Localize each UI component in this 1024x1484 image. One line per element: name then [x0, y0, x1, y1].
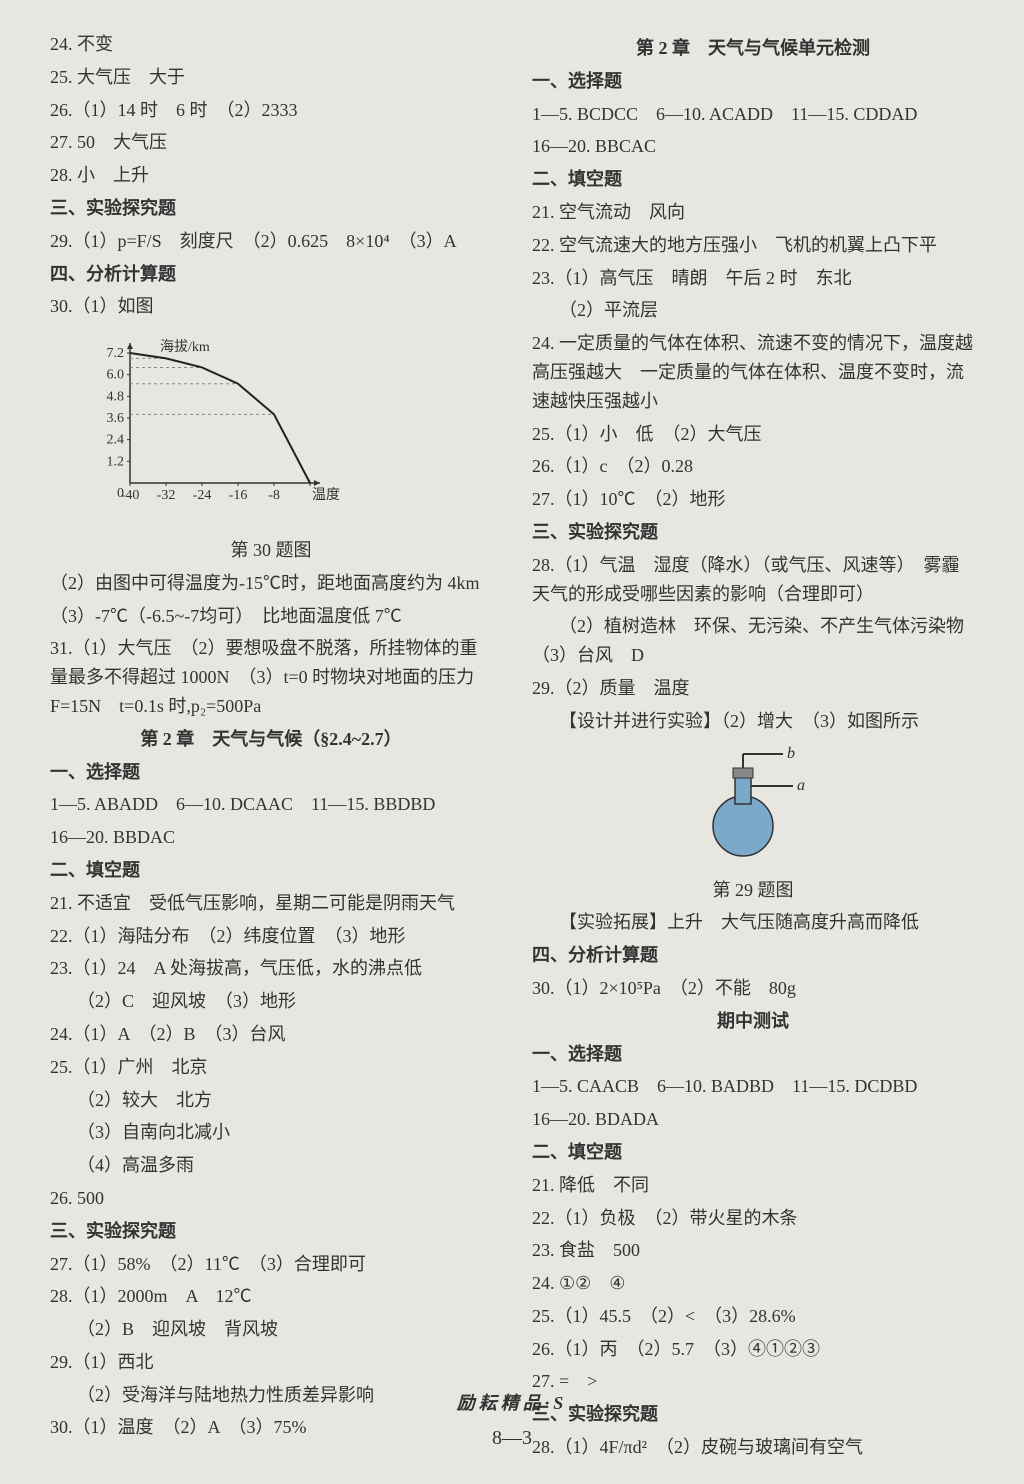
svg-text:-32: -32: [157, 488, 176, 503]
svg-text:4.8: 4.8: [107, 390, 125, 405]
r-28: 28.（1）气温 湿度（降水）（或气压、风速等） 雾霾天气的形成受哪些因素的影响…: [532, 551, 974, 609]
r-22: 22. 空气流速大的地方压强小 飞机的机翼上凸下平: [532, 231, 974, 260]
svg-text:海拔/km: 海拔/km: [160, 339, 210, 355]
r-25: 25.（1）小 低 （2）大气压: [532, 420, 974, 449]
ans-30-2: （2）由图中可得温度为-15℃时，距地面高度约为 4km: [50, 569, 492, 598]
r-s3: 三、实验探究题: [532, 518, 974, 547]
r-s2: 二、填空题: [532, 165, 974, 194]
m-24: 24. ①② ④: [532, 1269, 974, 1298]
sec2a-29: 29.（1）西北: [50, 1348, 492, 1377]
flask-diagram: ab: [683, 746, 823, 866]
m-s2: 二、填空题: [532, 1138, 974, 1167]
ans-30-1: 30.（1）如图: [50, 292, 492, 321]
sec2a-28: 28.（1）2000m A 12℃: [50, 1282, 492, 1311]
m-s1: 一、选择题: [532, 1040, 974, 1069]
svg-text:-16: -16: [229, 488, 248, 503]
sec2a-22: 22.（1）海陆分布 （2）纬度位置 （3）地形: [50, 922, 492, 951]
svg-text:a: a: [797, 777, 805, 794]
ans-25: 25. 大气压 大于: [50, 63, 492, 92]
footer: 励耘精品·S 8—3: [0, 1389, 1024, 1454]
altitude-temp-chart: 7.26.04.83.62.41.20-40-32-24-16-8海拔/km温度…: [80, 333, 340, 523]
svg-text:3.6: 3.6: [107, 411, 125, 426]
footer-page: 8—3: [0, 1422, 1024, 1454]
m-21: 21. 降低 不同: [532, 1171, 974, 1200]
r-30: 30.（1）2×10⁵Pa （2）不能 80g: [532, 974, 974, 1003]
sec2a-27: 27.（1）58% （2）11℃ （3）合理即可: [50, 1250, 492, 1279]
sec2a-25b: （2）较大 北方: [50, 1086, 492, 1115]
sec2a-21: 21. 不适宜 受低气压影响，星期二可能是阴雨天气: [50, 889, 492, 918]
chart-caption: 第 30 题图: [50, 536, 492, 565]
ans-26: 26.（1）14 时 6 时 （2）2333: [50, 96, 492, 125]
r-ans2: 16—20. BBCAC: [532, 132, 974, 161]
m-ans2: 16—20. BDADA: [532, 1105, 974, 1134]
svg-text:-8: -8: [268, 488, 280, 503]
sec2a-25c: （3）自南向北减小: [50, 1118, 492, 1147]
sec2a-25: 25.（1）广州 北京: [50, 1053, 492, 1082]
r-s1: 一、选择题: [532, 67, 974, 96]
ans-30-3: （3）-7℃（-6.5~-7均可） 比地面温度低 7℃: [50, 602, 492, 631]
sec2a-1: 一、选择题: [50, 758, 492, 787]
svg-text:1.2: 1.2: [107, 455, 125, 470]
svg-text:-40: -40: [121, 488, 140, 503]
sec2a-ans1: 1—5. ABADD 6—10. DCAAC 11—15. BBDBD: [50, 790, 492, 819]
chapter-2a-title: 第 2 章 天气与气候（§2.4~2.7）: [50, 725, 492, 754]
r-23: 23.（1）高气压 晴朗 午后 2 时 东北: [532, 264, 974, 293]
left-column: 24. 不变 25. 大气压 大于 26.（1）14 时 6 时 （2）2333…: [50, 30, 492, 1466]
section-4: 四、分析计算题: [50, 260, 492, 289]
section-3: 三、实验探究题: [50, 194, 492, 223]
m-22: 22.（1）负极 （2）带火星的木条: [532, 1204, 974, 1233]
sec2a-23: 23.（1）24 A 处海拔高，气压低，水的沸点低: [50, 954, 492, 983]
midterm-title: 期中测试: [532, 1007, 974, 1036]
sec2a-24: 24.（1）A （2）B （3）台风: [50, 1020, 492, 1049]
r-21: 21. 空气流动 风向: [532, 198, 974, 227]
m-26: 26.（1）丙 （2）5.7 （3）④①②③: [532, 1335, 974, 1364]
ans-24: 24. 不变: [50, 30, 492, 59]
m-25: 25.（1）45.5 （2）< （3）28.6%: [532, 1302, 974, 1331]
svg-text:b: b: [787, 746, 795, 762]
sec2a-23b: （2）C 迎风坡 （3）地形: [50, 987, 492, 1016]
r-ans1: 1—5. BCDCC 6—10. ACADD 11—15. CDDAD: [532, 100, 974, 129]
r-23b: （2）平流层: [532, 296, 974, 325]
sec2a-2: 二、填空题: [50, 856, 492, 885]
r-24: 24. 一定质量的气体在体积、流速不变的情况下，温度越高压强越大 一定质量的气体…: [532, 329, 974, 415]
content-columns: 24. 不变 25. 大气压 大于 26.（1）14 时 6 时 （2）2333…: [50, 30, 974, 1466]
right-column: 第 2 章 天气与气候单元检测 一、选择题 1—5. BCDCC 6—10. A…: [532, 30, 974, 1466]
r-ext: 【实验拓展】上升 大气压随高度升高而降低: [532, 908, 974, 937]
chapter-2b-title: 第 2 章 天气与气候单元检测: [532, 34, 974, 63]
ans-31: 31.（1）大气压 （2）要想吸盘不脱落，所挂物体的重量最多不得超过 1000N…: [50, 634, 492, 720]
ans-29: 29.（1）p=F/S 刻度尺 （2）0.625 8×10⁴ （3）A: [50, 227, 492, 256]
m-ans1: 1—5. CAACB 6—10. BADBD 11—15. DCDBD: [532, 1072, 974, 1101]
sec2a-25d: （4）高温多雨: [50, 1151, 492, 1180]
r-29: 29.（2）质量 温度: [532, 674, 974, 703]
ans-28: 28. 小 上升: [50, 161, 492, 190]
svg-text:6.0: 6.0: [107, 368, 125, 383]
svg-text:温度/℃: 温度/℃: [312, 487, 340, 503]
flask-caption: 第 29 题图: [532, 876, 974, 905]
r-27: 27.（1）10℃ （2）地形: [532, 485, 974, 514]
sec2a-ans2: 16—20. BBDAC: [50, 823, 492, 852]
svg-text:2.4: 2.4: [107, 433, 125, 448]
footer-brand: 励耘精品·S: [0, 1389, 1024, 1418]
sec2a-3: 三、实验探究题: [50, 1217, 492, 1246]
sec2a-26: 26. 500: [50, 1184, 492, 1213]
svg-text:7.2: 7.2: [107, 346, 125, 361]
sec2a-28b: （2）B 迎风坡 背风坡: [50, 1315, 492, 1344]
ans-27: 27. 50 大气压: [50, 128, 492, 157]
r-s4: 四、分析计算题: [532, 941, 974, 970]
m-23: 23. 食盐 500: [532, 1236, 974, 1265]
r-29b: 【设计并进行实验】（2）增大 （3）如图所示: [532, 707, 974, 736]
r-26: 26.（1）c （2）0.28: [532, 452, 974, 481]
r-28b: （2）植树造林 环保、无污染、不产生气体污染物 （3）台风 D: [532, 612, 974, 670]
svg-text:-24: -24: [193, 488, 212, 503]
